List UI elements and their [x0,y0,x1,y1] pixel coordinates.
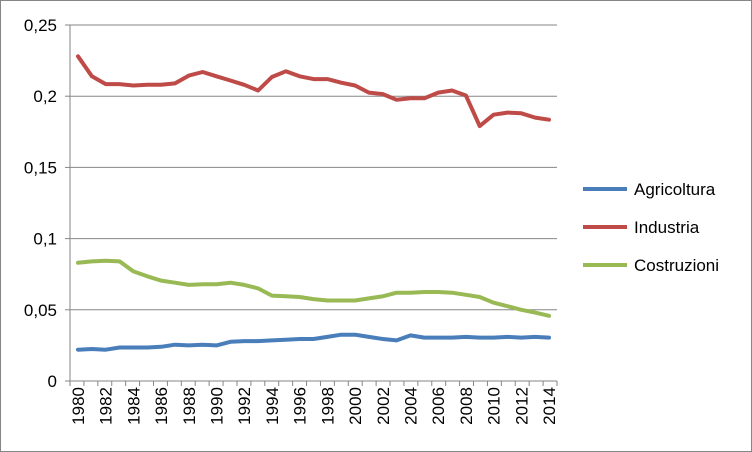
x-tick-label: 1992 [235,387,254,425]
x-tick-label: 1996 [291,387,310,425]
axes: 0 0,05 0,1 0,15 0,2 0,25 1980 1982 1984 1986 1988 1… [24,16,559,425]
x-tick-label: 1990 [208,387,227,425]
series-line-costruzioni [76,258,551,318]
y-tick-label: 0,05 [24,301,57,320]
x-tick-label: 2004 [401,387,420,425]
legend-label-agricoltura: Agricoltura [634,180,716,199]
series-lines [76,54,551,352]
x-tick-label: 1998 [318,387,337,425]
gridlines [70,24,557,311]
x-tick-label: 2010 [485,387,504,425]
x-tick-label: 2014 [540,387,559,425]
x-tick-label: 2008 [457,387,476,425]
x-tick-label: 2000 [346,387,365,425]
x-tick-label: 2012 [512,387,531,425]
x-tick-label: 1988 [180,387,199,425]
y-tick-label: 0,15 [24,158,57,177]
x-tick-label: 2002 [374,387,393,425]
x-tick-label: 1994 [263,387,282,425]
y-tick-label: 0 [48,372,57,391]
y-tick-label: 0,25 [24,16,57,35]
x-tick-label: 1986 [152,387,171,425]
x-tick-label: 1980 [69,387,88,425]
y-tick-label: 0,1 [33,230,57,249]
series-line-industria [76,54,551,129]
series-line-agricoltura [76,332,551,352]
legend-label-industria: Industria [634,218,700,237]
y-tick-label: 0,2 [33,87,57,106]
legend: Agricoltura Industria Costruzioni [583,180,719,275]
legend-label-costruzioni: Costruzioni [634,256,719,275]
x-tick-label: 2006 [429,387,448,425]
x-tick-label: 1984 [124,387,143,425]
x-tick-label: 1982 [97,387,116,425]
